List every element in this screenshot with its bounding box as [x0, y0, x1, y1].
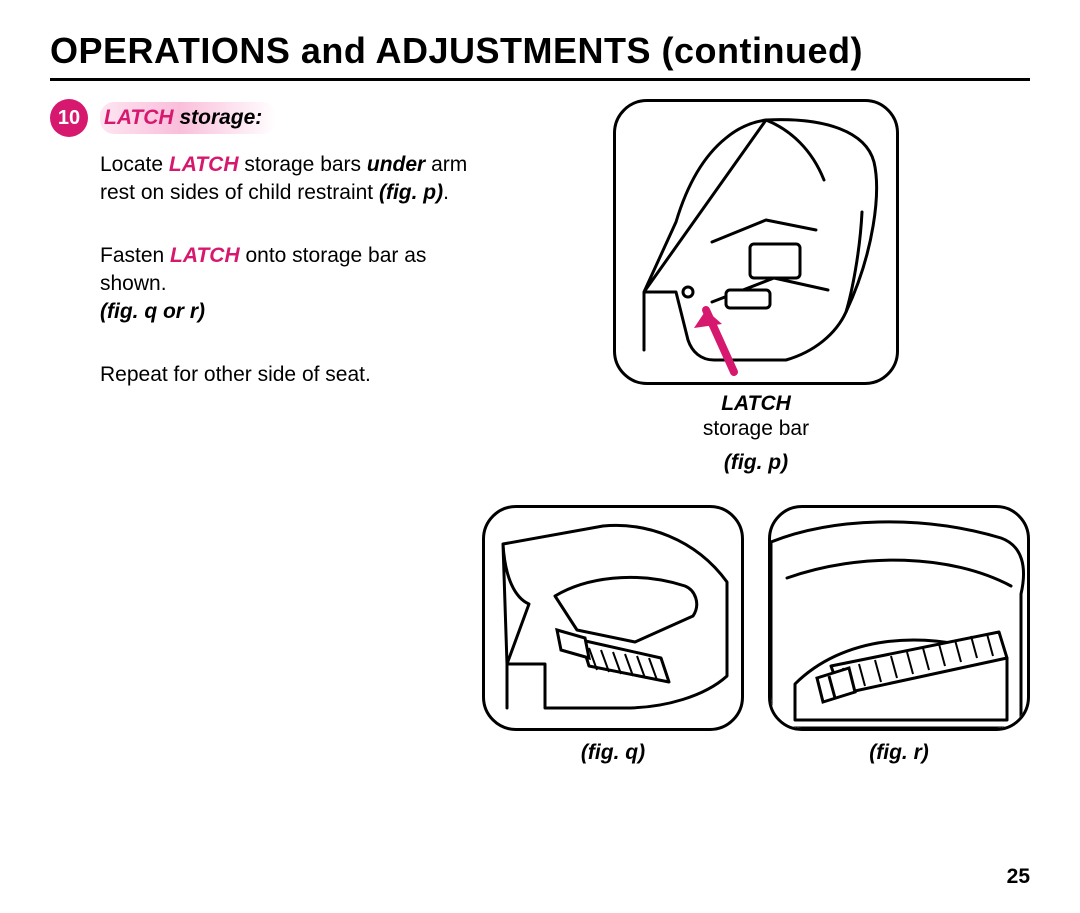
- figure-r-col: (fig. r): [768, 505, 1030, 765]
- figure-q-svg: [485, 508, 741, 728]
- figure-p-svg: [616, 102, 896, 382]
- figure-q-col: (fig. q): [482, 505, 744, 765]
- figure-p-wrap: LATCH storage bar (fig. p): [613, 99, 899, 475]
- bottom-figures: (fig. q): [482, 505, 1030, 765]
- figure-q-caption: (fig. q): [482, 741, 744, 765]
- figure-p: [613, 99, 899, 385]
- figure-q: [482, 505, 744, 731]
- p2-figref: (fig. q or r): [100, 300, 205, 323]
- paragraph-2: Fasten LATCH onto storage bar as shown. …: [100, 242, 472, 327]
- left-column: 10 LATCH storage: Locate LATCH storage b…: [50, 99, 482, 423]
- p2-prefix: Fasten: [100, 244, 170, 267]
- figure-r: [768, 505, 1030, 731]
- figure-p-storage: storage bar: [703, 417, 809, 440]
- p1-figref: (fig. p): [379, 181, 443, 204]
- paragraph-3: Repeat for other side of seat.: [100, 361, 472, 389]
- step-number-badge: 10: [50, 99, 88, 137]
- p1-under: under: [367, 153, 425, 176]
- p1-latch: LATCH: [169, 153, 239, 176]
- figure-r-svg: [771, 508, 1027, 728]
- step-header: 10 LATCH storage:: [50, 99, 472, 137]
- page-title: OPERATIONS and ADJUSTMENTS (continued): [50, 30, 1030, 72]
- step-body: Locate LATCH storage bars under arm rest…: [100, 151, 472, 389]
- right-column: LATCH storage bar (fig. p): [482, 99, 1030, 765]
- p1-mid: storage bars: [238, 153, 366, 176]
- step-label: LATCH storage:: [100, 102, 276, 134]
- figure-r-caption: (fig. r): [768, 741, 1030, 765]
- manual-page: OPERATIONS and ADJUSTMENTS (continued) 1…: [0, 0, 1080, 913]
- page-number: 25: [1007, 865, 1030, 889]
- figure-p-caption: (fig. p): [613, 451, 899, 475]
- paragraph-1: Locate LATCH storage bars under arm rest…: [100, 151, 472, 208]
- p2-latch: LATCH: [170, 244, 240, 267]
- step-label-accent: LATCH: [104, 106, 179, 129]
- title-rule: [50, 78, 1030, 81]
- figure-p-label: LATCH storage bar: [613, 391, 899, 441]
- p1-end: .: [443, 181, 449, 204]
- step-label-rest: storage:: [179, 106, 262, 129]
- p1-prefix: Locate: [100, 153, 169, 176]
- content-row: 10 LATCH storage: Locate LATCH storage b…: [50, 99, 1030, 765]
- figure-p-latch: LATCH: [721, 392, 791, 415]
